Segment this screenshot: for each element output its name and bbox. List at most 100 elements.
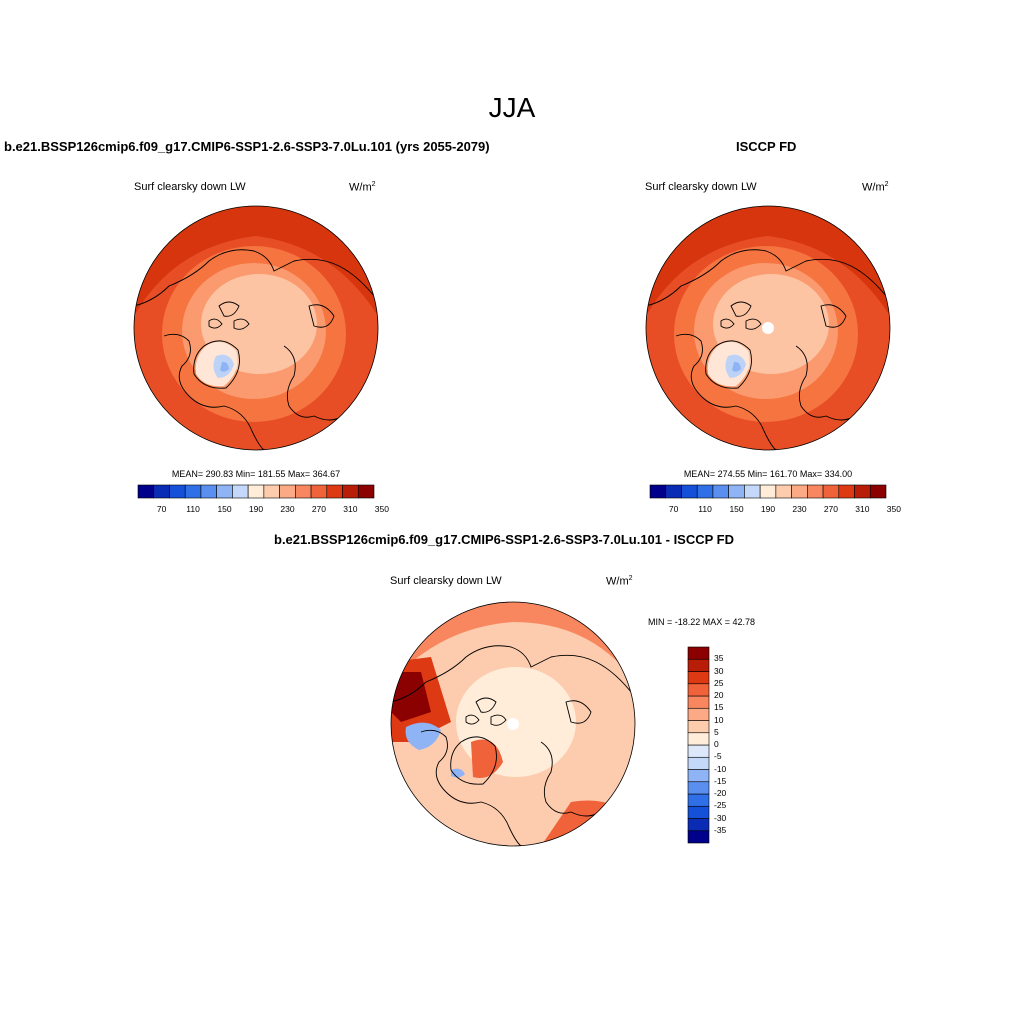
coastline-greenland — [193, 340, 240, 389]
panel-1-colorbar-swatch — [263, 484, 280, 499]
coastline-arctic-islands — [720, 301, 762, 330]
panel-1-colorbar-tick-label: 110 — [186, 504, 200, 514]
panel-3-colorbar-swatch — [687, 818, 710, 832]
panel-2-colorbar-tick-label: 150 — [729, 504, 744, 514]
panel-2-colorbar-swatch — [854, 484, 871, 499]
panel-2-colorbar-swatch — [838, 484, 855, 499]
panel-3-colorbar-tick-label: 35 — [714, 653, 724, 664]
panel-2-colorbar-swatch — [728, 484, 745, 499]
panel-1-colorbar-tick-label: 310 — [343, 504, 358, 514]
panel-1-colorbar-swatch — [169, 484, 186, 499]
panel-3-colorbar-swatch — [687, 720, 710, 734]
panel-2-colorbar-swatch — [665, 484, 682, 499]
field-negative-region — [451, 768, 465, 778]
panel-1-colorbar-tick-label: 270 — [311, 504, 327, 514]
coastline-novaya-zemlya — [820, 304, 847, 328]
coastline-novaya-zemlya — [565, 700, 592, 724]
panel-3-colorbar-tick-label: 5 — [714, 726, 719, 737]
panel-3-title: b.e21.BSSP126cmip6.f09_g17.CMIP6-SSP1-2.… — [274, 532, 735, 547]
panel-1-colorbar — [137, 484, 375, 499]
panel-2-stats: MEAN= 274.55 Min= 161.70 Max= 334.00 — [683, 469, 853, 479]
panel-3-minmax: MIN = -18.22 MAX = 42.78 — [648, 617, 756, 627]
panel-2-colorbar-tick-label: 70 — [668, 504, 679, 514]
panel-2-colorbar-swatch — [681, 484, 698, 499]
panel-1-colorbar-swatch — [310, 484, 328, 499]
panel-1-colorbar-labels: 70 110 150 190 230 270 310 350 — [138, 504, 389, 516]
panel-1-stats: MEAN= 290.83 Min= 181.55 Max= 364.67 — [171, 469, 341, 479]
map-border — [133, 205, 379, 451]
panel-3-colorbar-tick-label: -35 — [714, 824, 727, 835]
coastline-north-america — [675, 333, 777, 450]
panel-3-colorbar-tick-label: 20 — [714, 690, 724, 700]
field-warm-region — [134, 206, 378, 316]
panel-3-colorbar-swatch — [687, 707, 710, 721]
field-strong-positive — [391, 672, 431, 722]
panel-1-colorbar-swatch — [342, 484, 359, 499]
panel-1-colorbar-tick-label: 190 — [248, 504, 264, 514]
panel-2-units: W/m2 — [862, 181, 889, 194]
panel-3-colorbar-tick-label: -5 — [714, 751, 722, 762]
field-greenland-cold — [220, 361, 229, 372]
panel-1-units: W/m2 — [349, 181, 376, 194]
panel-2-colorbar-swatch — [869, 484, 887, 499]
panel-2-colorbar-swatch — [696, 484, 714, 499]
panel-3-colorbar-tick-label: 10 — [714, 714, 724, 725]
panel-2-colorbar-tick-label: 110 — [698, 504, 712, 514]
panel-2-colorbar-tick-label: 350 — [886, 504, 901, 514]
panel-1-colorbar-swatch — [200, 484, 217, 499]
panel-3-colorbar-tick-label: 0 — [714, 739, 719, 749]
panel-2-colorbar-swatch — [649, 484, 667, 499]
panel-1-colorbar-swatch — [279, 484, 296, 499]
panel-2-colorbar-swatch — [791, 484, 808, 499]
map-border — [645, 205, 891, 451]
panel-1-colorbar-swatch — [232, 484, 249, 499]
panel-2-polar-map — [645, 205, 891, 451]
panel-3-colorbar-tick-label: -15 — [714, 775, 727, 786]
panel-3-colorbar-swatch — [687, 646, 710, 660]
panel-3-colorbar-swatch — [687, 805, 710, 819]
panel-1-colorbar-swatch — [357, 484, 375, 499]
coastline-arctic-islands — [208, 301, 250, 330]
panel-2-colorbar-swatch — [807, 484, 824, 499]
coastline-eurasia-north — [134, 249, 378, 307]
panel-3-colorbar-swatch — [687, 793, 710, 807]
panel-1-colorbar-swatch — [137, 484, 155, 499]
panel-2-colorbar-swatch — [744, 484, 761, 499]
panel-3-variable: Surf clearsky down LW — [390, 575, 502, 587]
panel-3-colorbar-tick-label: -25 — [714, 800, 727, 811]
field-positive-region — [471, 739, 503, 778]
panel-3-colorbar-tick-label: 30 — [714, 665, 724, 676]
panel-3-colorbar-swatch — [687, 658, 710, 672]
field-greenland-cold — [732, 361, 741, 372]
panel-3-colorbar-tick-label: 25 — [714, 677, 724, 688]
coastline-eurasia-north — [646, 249, 890, 307]
field-positive-region — [391, 602, 635, 682]
panel-3-colorbar-labels: 35 30 25 20 15 10 5 0 -5 -10 -15 -20 -25 -30 -35 — [714, 647, 754, 843]
coastline-greenland — [450, 736, 497, 785]
coastline-arctic-islands — [465, 697, 507, 726]
coastline-eurasia-north — [391, 645, 635, 703]
panel-2-colorbar-swatch — [712, 484, 729, 499]
panel-3-colorbar-tick-label: -20 — [714, 788, 727, 798]
panel-1-colorbar-swatch — [295, 484, 312, 499]
coastline-north-america — [420, 729, 522, 846]
panel-1-colorbar-swatch — [184, 484, 202, 499]
coastline-greenland — [705, 340, 752, 389]
panel-3-units: W/m2 — [606, 575, 633, 588]
panel-1-colorbar-swatch — [247, 484, 265, 499]
panel-3-colorbar-swatch — [687, 671, 710, 685]
season-title: JJA — [488, 92, 536, 123]
pole-missing-data — [507, 718, 519, 730]
coastline-novaya-zemlya — [308, 304, 335, 328]
field-negative-region — [405, 722, 441, 750]
panel-3-colorbar-swatch — [687, 756, 710, 770]
pole-missing-data — [762, 322, 774, 334]
panel-2-colorbar-swatch — [775, 484, 792, 499]
panel-3-colorbar-swatch — [687, 830, 710, 844]
panel-3-colorbar-tick-label: -10 — [714, 763, 727, 774]
panel-2-colorbar-swatch — [759, 484, 777, 499]
panel-1-title: b.e21.BSSP126cmip6.f09_g17.CMIP6-SSP1-2.… — [4, 139, 490, 154]
panel-1-colorbar-tick-label: 150 — [217, 504, 232, 514]
panel-3-colorbar-swatch — [687, 744, 710, 758]
panel-2-colorbar-swatch — [822, 484, 840, 499]
